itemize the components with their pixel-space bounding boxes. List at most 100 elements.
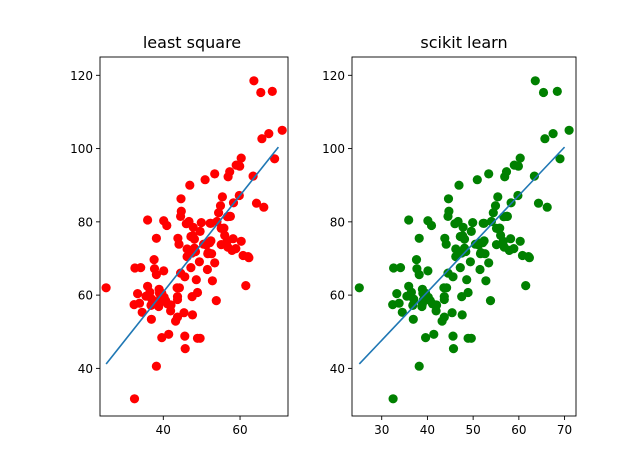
fit-line bbox=[105, 146, 280, 365]
fit-line-group bbox=[358, 146, 566, 365]
scatter-point bbox=[564, 125, 574, 135]
scatter-point bbox=[427, 299, 438, 309]
scatter-point bbox=[196, 218, 206, 228]
y-tick-label: 100 bbox=[322, 142, 345, 156]
scatter-point bbox=[154, 284, 164, 294]
scatter-points bbox=[354, 76, 574, 404]
scatter-point bbox=[450, 219, 460, 229]
scatter-point bbox=[466, 226, 476, 236]
scatter-point bbox=[179, 308, 189, 318]
x-tick-label: 60 bbox=[511, 423, 526, 437]
scatter-point bbox=[496, 230, 506, 240]
scatter-point bbox=[542, 202, 552, 212]
scatter-point bbox=[459, 243, 470, 253]
scatter-point bbox=[248, 171, 258, 181]
scatter-point bbox=[455, 231, 465, 242]
scatter-point bbox=[270, 154, 280, 164]
scatter-point bbox=[465, 257, 475, 267]
scatter-point bbox=[134, 298, 145, 308]
scatter-point bbox=[166, 306, 176, 316]
scatter-point bbox=[174, 239, 184, 249]
scatter-point bbox=[451, 244, 461, 254]
scatter-point bbox=[485, 296, 496, 306]
scatter-point bbox=[176, 194, 186, 204]
scatter-point bbox=[521, 281, 531, 291]
scatter-point bbox=[182, 244, 192, 254]
scatter-point bbox=[171, 316, 181, 326]
scatter-point bbox=[149, 264, 160, 274]
scatter-point bbox=[214, 208, 224, 218]
scatter-point bbox=[388, 394, 398, 404]
scatter-point bbox=[404, 215, 414, 225]
y-tick-label: 120 bbox=[70, 69, 93, 83]
scatter-point bbox=[475, 264, 485, 275]
scatter-point bbox=[164, 329, 174, 339]
scatter-point bbox=[159, 216, 169, 226]
scatter-point bbox=[454, 180, 464, 190]
scatter-point bbox=[159, 266, 169, 276]
scatter-point bbox=[439, 283, 449, 293]
scatter-point bbox=[176, 211, 186, 221]
scatter-point bbox=[491, 240, 502, 250]
scatter-point bbox=[191, 275, 201, 285]
scatter-point bbox=[479, 218, 489, 228]
scatter-point bbox=[211, 296, 221, 306]
scatter-point bbox=[548, 129, 558, 139]
y-tick-label: 40 bbox=[330, 362, 345, 376]
scatter-point bbox=[143, 215, 153, 225]
scatter-point bbox=[146, 314, 156, 324]
scatter-point bbox=[429, 329, 439, 339]
scatter-point bbox=[406, 287, 416, 297]
scatter-point bbox=[195, 226, 205, 236]
scatter-point bbox=[488, 208, 498, 218]
y-tick-label: 80 bbox=[330, 215, 345, 229]
axes-frame bbox=[99, 56, 289, 417]
scatter-point bbox=[210, 169, 220, 179]
fit-line-group bbox=[105, 146, 280, 365]
scatter-point bbox=[504, 245, 514, 255]
scatter-point bbox=[162, 299, 173, 309]
scatter-point bbox=[185, 180, 195, 190]
scatter-point bbox=[462, 275, 472, 285]
scatter-point bbox=[203, 249, 213, 259]
scatter-point bbox=[529, 171, 540, 181]
scatter-point bbox=[443, 211, 453, 221]
scatter-point bbox=[207, 276, 217, 286]
scatter-point bbox=[394, 298, 404, 308]
scatter-point bbox=[236, 153, 246, 163]
scatter-point bbox=[354, 283, 364, 293]
scatter-point bbox=[235, 161, 245, 171]
scatter-point bbox=[441, 239, 451, 249]
axes: 30 40 50 60 70 40 60 80 100 120 bbox=[322, 56, 577, 437]
scatter-point bbox=[448, 344, 459, 354]
subplot-least-square: least square 40 60 40 60 80 100 120 bbox=[70, 33, 289, 437]
scatter-point bbox=[220, 230, 230, 240]
scatter-point bbox=[421, 333, 431, 343]
scatter-point bbox=[515, 236, 525, 246]
scatter-point bbox=[241, 281, 251, 291]
scatter-point bbox=[186, 231, 196, 242]
y-tick-label: 40 bbox=[78, 362, 93, 376]
x-tick-label: 40 bbox=[156, 423, 171, 437]
scatter-point bbox=[181, 219, 191, 229]
chart-title: least square bbox=[143, 33, 241, 52]
scatter-point bbox=[481, 276, 491, 286]
scatter-point bbox=[223, 172, 233, 182]
scatter-point bbox=[437, 316, 447, 326]
scatter-point bbox=[439, 292, 449, 302]
scatter-point bbox=[277, 125, 287, 135]
x-tick-label: 70 bbox=[557, 423, 572, 437]
axes-frame bbox=[351, 56, 577, 417]
scatter-point bbox=[256, 87, 266, 98]
scatter-point bbox=[130, 263, 140, 273]
scatter-point bbox=[149, 255, 159, 265]
x-tick-label: 40 bbox=[420, 423, 435, 437]
scatter-point bbox=[389, 263, 399, 273]
scatter-point bbox=[392, 289, 402, 299]
scatter-point bbox=[552, 86, 562, 96]
scatter-point bbox=[206, 218, 216, 228]
y-tick-label: 60 bbox=[78, 289, 93, 303]
scatter-point bbox=[202, 264, 212, 275]
scatter-point bbox=[145, 287, 155, 297]
